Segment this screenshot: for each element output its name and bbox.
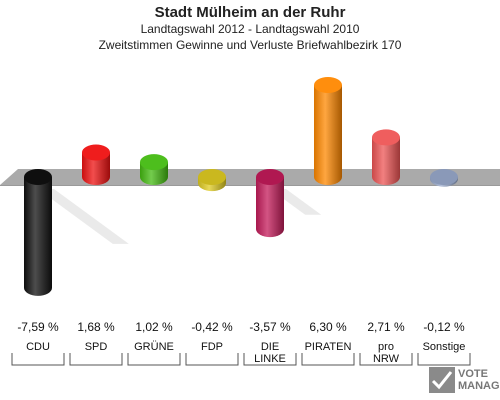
category-bracket	[69, 353, 123, 366]
check-cross-icon	[429, 367, 455, 393]
bar-body	[314, 85, 342, 177]
bar-piraten	[314, 77, 342, 185]
bar-top-cap	[140, 154, 168, 171]
bar-top-cap	[82, 144, 110, 161]
bar-bottom-cap	[372, 169, 400, 185]
vote-manager-logo: VOTE MANAGER	[428, 366, 500, 396]
bar-bottom-cap	[24, 279, 52, 296]
bar-body	[24, 177, 52, 288]
chart-title: Stadt Mülheim an der Ruhr	[154, 4, 346, 21]
category-bracket	[301, 353, 355, 366]
category-label: NRW	[373, 353, 400, 365]
bar-sonstige	[430, 169, 458, 187]
chart-subtitle-district: Zweitstimmen Gewinne und Verluste Briefw…	[98, 38, 402, 52]
category-label: SPD	[85, 341, 108, 353]
chart-subtitle-elections: Landtagswahl 2012 - Landtagswahl 2010	[140, 22, 360, 36]
value-label: -7,59 %	[17, 320, 59, 334]
category-bracket	[11, 353, 65, 366]
category-label: CDU	[26, 341, 50, 353]
category-bracket	[417, 353, 471, 366]
value-label: -3,57 %	[249, 320, 291, 334]
bar-body	[256, 177, 284, 230]
category-label: FDP	[201, 341, 223, 353]
value-label: 6,30 %	[309, 320, 347, 334]
category-label: Sonstige	[423, 341, 466, 353]
bar-top-cap	[314, 77, 342, 94]
floor-edge	[0, 185, 500, 186]
category-bracket	[359, 353, 413, 366]
bar-pro-nrw	[372, 129, 400, 185]
bar-shadow	[38, 189, 129, 244]
bar-top-cap	[256, 169, 284, 185]
bar-spd	[82, 144, 110, 185]
bar-top-cap	[24, 169, 52, 185]
category-label: LINKE	[254, 353, 286, 365]
category-label: pro	[378, 341, 394, 353]
value-label: -0,42 %	[191, 320, 233, 334]
category-label: GRÜNE	[134, 341, 174, 353]
logo-text-manager: MANAGER	[458, 380, 500, 392]
bar-die-linke	[256, 169, 284, 238]
bar-top-cap	[430, 169, 458, 185]
category-label: PIRATEN	[305, 341, 352, 353]
value-label: 2,71 %	[367, 320, 405, 334]
category-bracket	[185, 353, 239, 366]
bar-bottom-cap	[314, 169, 342, 185]
logo-text-vote: VOTE	[458, 368, 488, 380]
bar-bottom-cap	[82, 169, 110, 185]
value-label: 1,68 %	[77, 320, 115, 334]
bar-top-cap	[372, 129, 400, 146]
bar-gr-ne	[140, 154, 168, 185]
value-label: -0,12 %	[423, 320, 465, 334]
bar-cdu	[24, 169, 52, 296]
value-label: 1,02 %	[135, 320, 173, 334]
category-label: DIE	[261, 341, 279, 353]
bar-bottom-cap	[140, 169, 168, 185]
category-bracket	[243, 353, 297, 366]
floor-plane	[0, 169, 500, 185]
bar-fdp	[198, 169, 226, 192]
bar-bottom-cap	[256, 221, 284, 238]
category-bracket	[127, 353, 181, 366]
bar-top-cap	[198, 169, 226, 185]
